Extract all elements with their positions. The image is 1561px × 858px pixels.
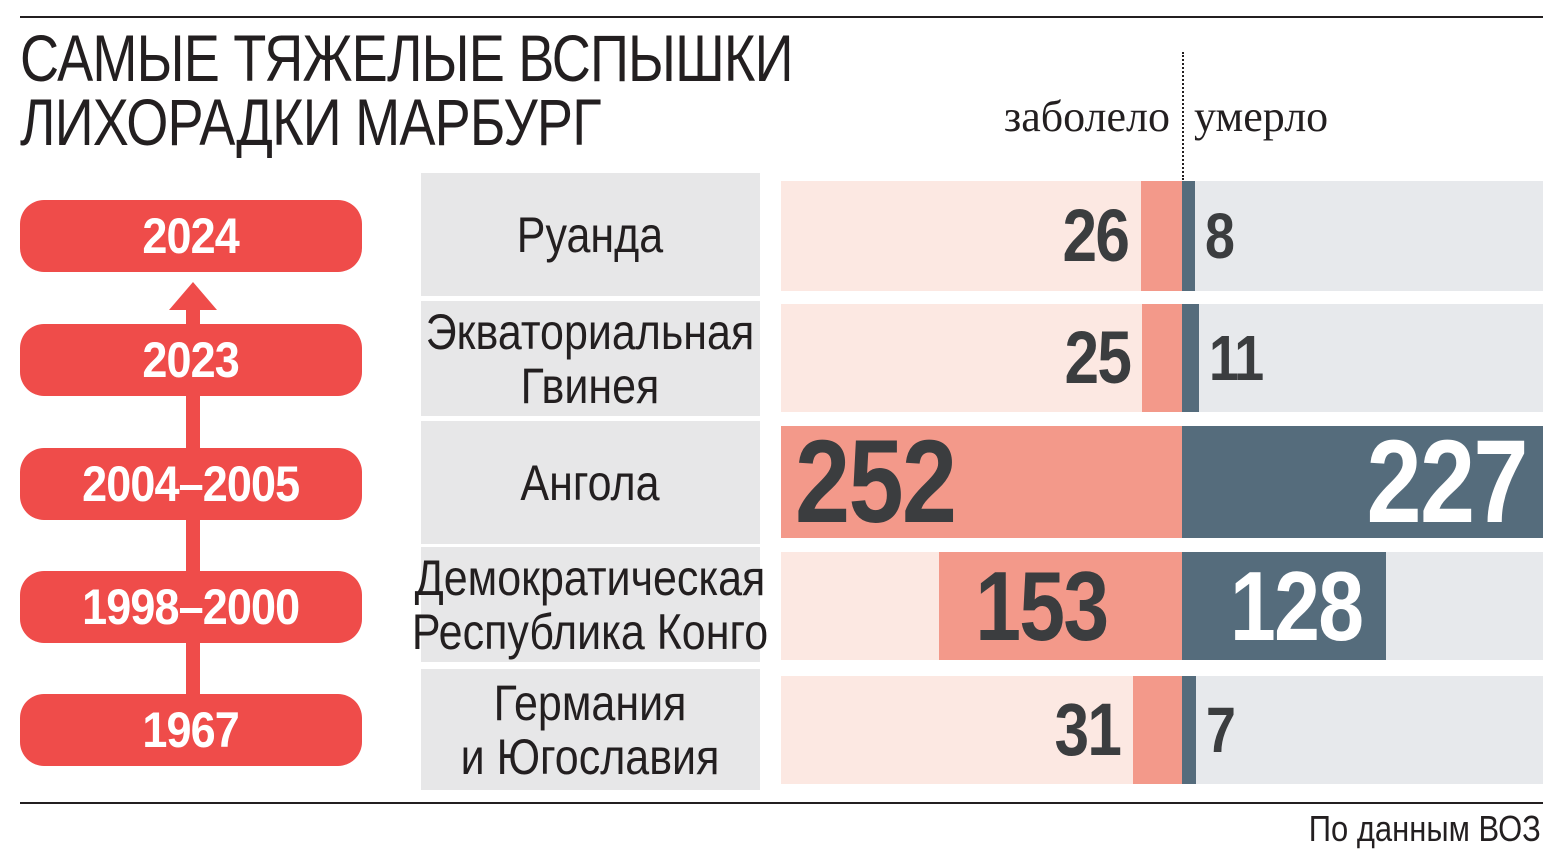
country-box (421, 547, 760, 662)
chart-title-line-1: САМЫЕ ТЯЖЕЛЫЕ ВСПЫШКИ (20, 21, 794, 95)
cases-value: 31 (1054, 688, 1122, 771)
country-label-line: Руанда (516, 206, 664, 263)
deaths-bar (1182, 181, 1195, 291)
chart-title: САМЫЕ ТЯЖЕЛЫЕ ВСПЫШКИ ЛИХОРАДКИ МАРБУРГ (20, 21, 794, 159)
cases-bar-background (781, 676, 1182, 784)
country-label-line: и Югославия (460, 728, 720, 785)
cases-bar (1132, 676, 1182, 784)
year-pill: 1967 (20, 694, 362, 766)
country-label-line: Германия (493, 674, 687, 731)
country-label: Ангола (392, 456, 788, 510)
cases-header: заболело (1003, 92, 1170, 141)
deaths-value: 8 (1204, 200, 1235, 272)
cases-value: 26 (1062, 194, 1130, 277)
country-label: Демократическая Республика Конго (392, 551, 788, 659)
cases-value: 25 (1064, 316, 1131, 399)
deaths-bar-background (1182, 304, 1543, 412)
chart-title-line-2: ЛИХОРАДКИ МАРБУРГ (20, 85, 602, 159)
deaths-value: 11 (1209, 322, 1264, 394)
deaths-bar (1182, 426, 1543, 538)
country-label: Германия и Югославия (392, 676, 788, 784)
country-label: Руанда (392, 208, 788, 262)
year-label: 2024 (142, 208, 240, 264)
deaths-value: 128 (1230, 551, 1364, 661)
country-label: Экваториальная Гвинея (392, 305, 788, 413)
country-box (421, 173, 760, 296)
deaths-header: умерло (1194, 92, 1329, 141)
cases-bar-background (781, 181, 1182, 291)
deaths-bar-background (1182, 676, 1543, 784)
timeline-arrow-icon (169, 282, 217, 310)
cases-bar (781, 426, 1182, 538)
cases-value: 252 (795, 416, 957, 548)
country-label-line: Гвинея (520, 357, 660, 414)
country-label-line: Республика Конго (411, 603, 769, 660)
year-pill: 2023 (20, 324, 362, 396)
bottom-rule (20, 802, 1543, 804)
header-divider (1182, 52, 1184, 180)
deaths-bar (1182, 552, 1386, 660)
cases-bar-background (781, 304, 1182, 412)
year-label: 2004–2005 (82, 456, 300, 512)
year-pill: 1998–2000 (20, 571, 362, 643)
deaths-value: 227 (1366, 416, 1529, 548)
country-box (421, 301, 760, 416)
country-box (421, 421, 760, 544)
year-pill: 2004–2005 (20, 448, 362, 520)
top-rule (20, 16, 1543, 18)
cases-value: 153 (975, 551, 1110, 661)
deaths-bar-background (1182, 181, 1543, 291)
deaths-bar (1182, 676, 1196, 784)
deaths-value: 7 (1206, 694, 1236, 766)
country-box (421, 669, 760, 790)
country-label-line: Ангола (520, 454, 660, 511)
source-note: По данным ВОЗ (1308, 808, 1541, 849)
cases-bar (1140, 181, 1182, 291)
cases-bar (938, 552, 1182, 660)
country-label-line: Демократическая (414, 549, 766, 606)
deaths-bar (1182, 304, 1200, 412)
cases-bar (1142, 304, 1182, 412)
year-label: 1998–2000 (82, 579, 300, 635)
year-label: 2023 (142, 332, 240, 388)
country-label-line: Экваториальная (425, 303, 755, 360)
year-label: 1967 (142, 702, 240, 758)
year-pill: 2024 (20, 200, 362, 272)
